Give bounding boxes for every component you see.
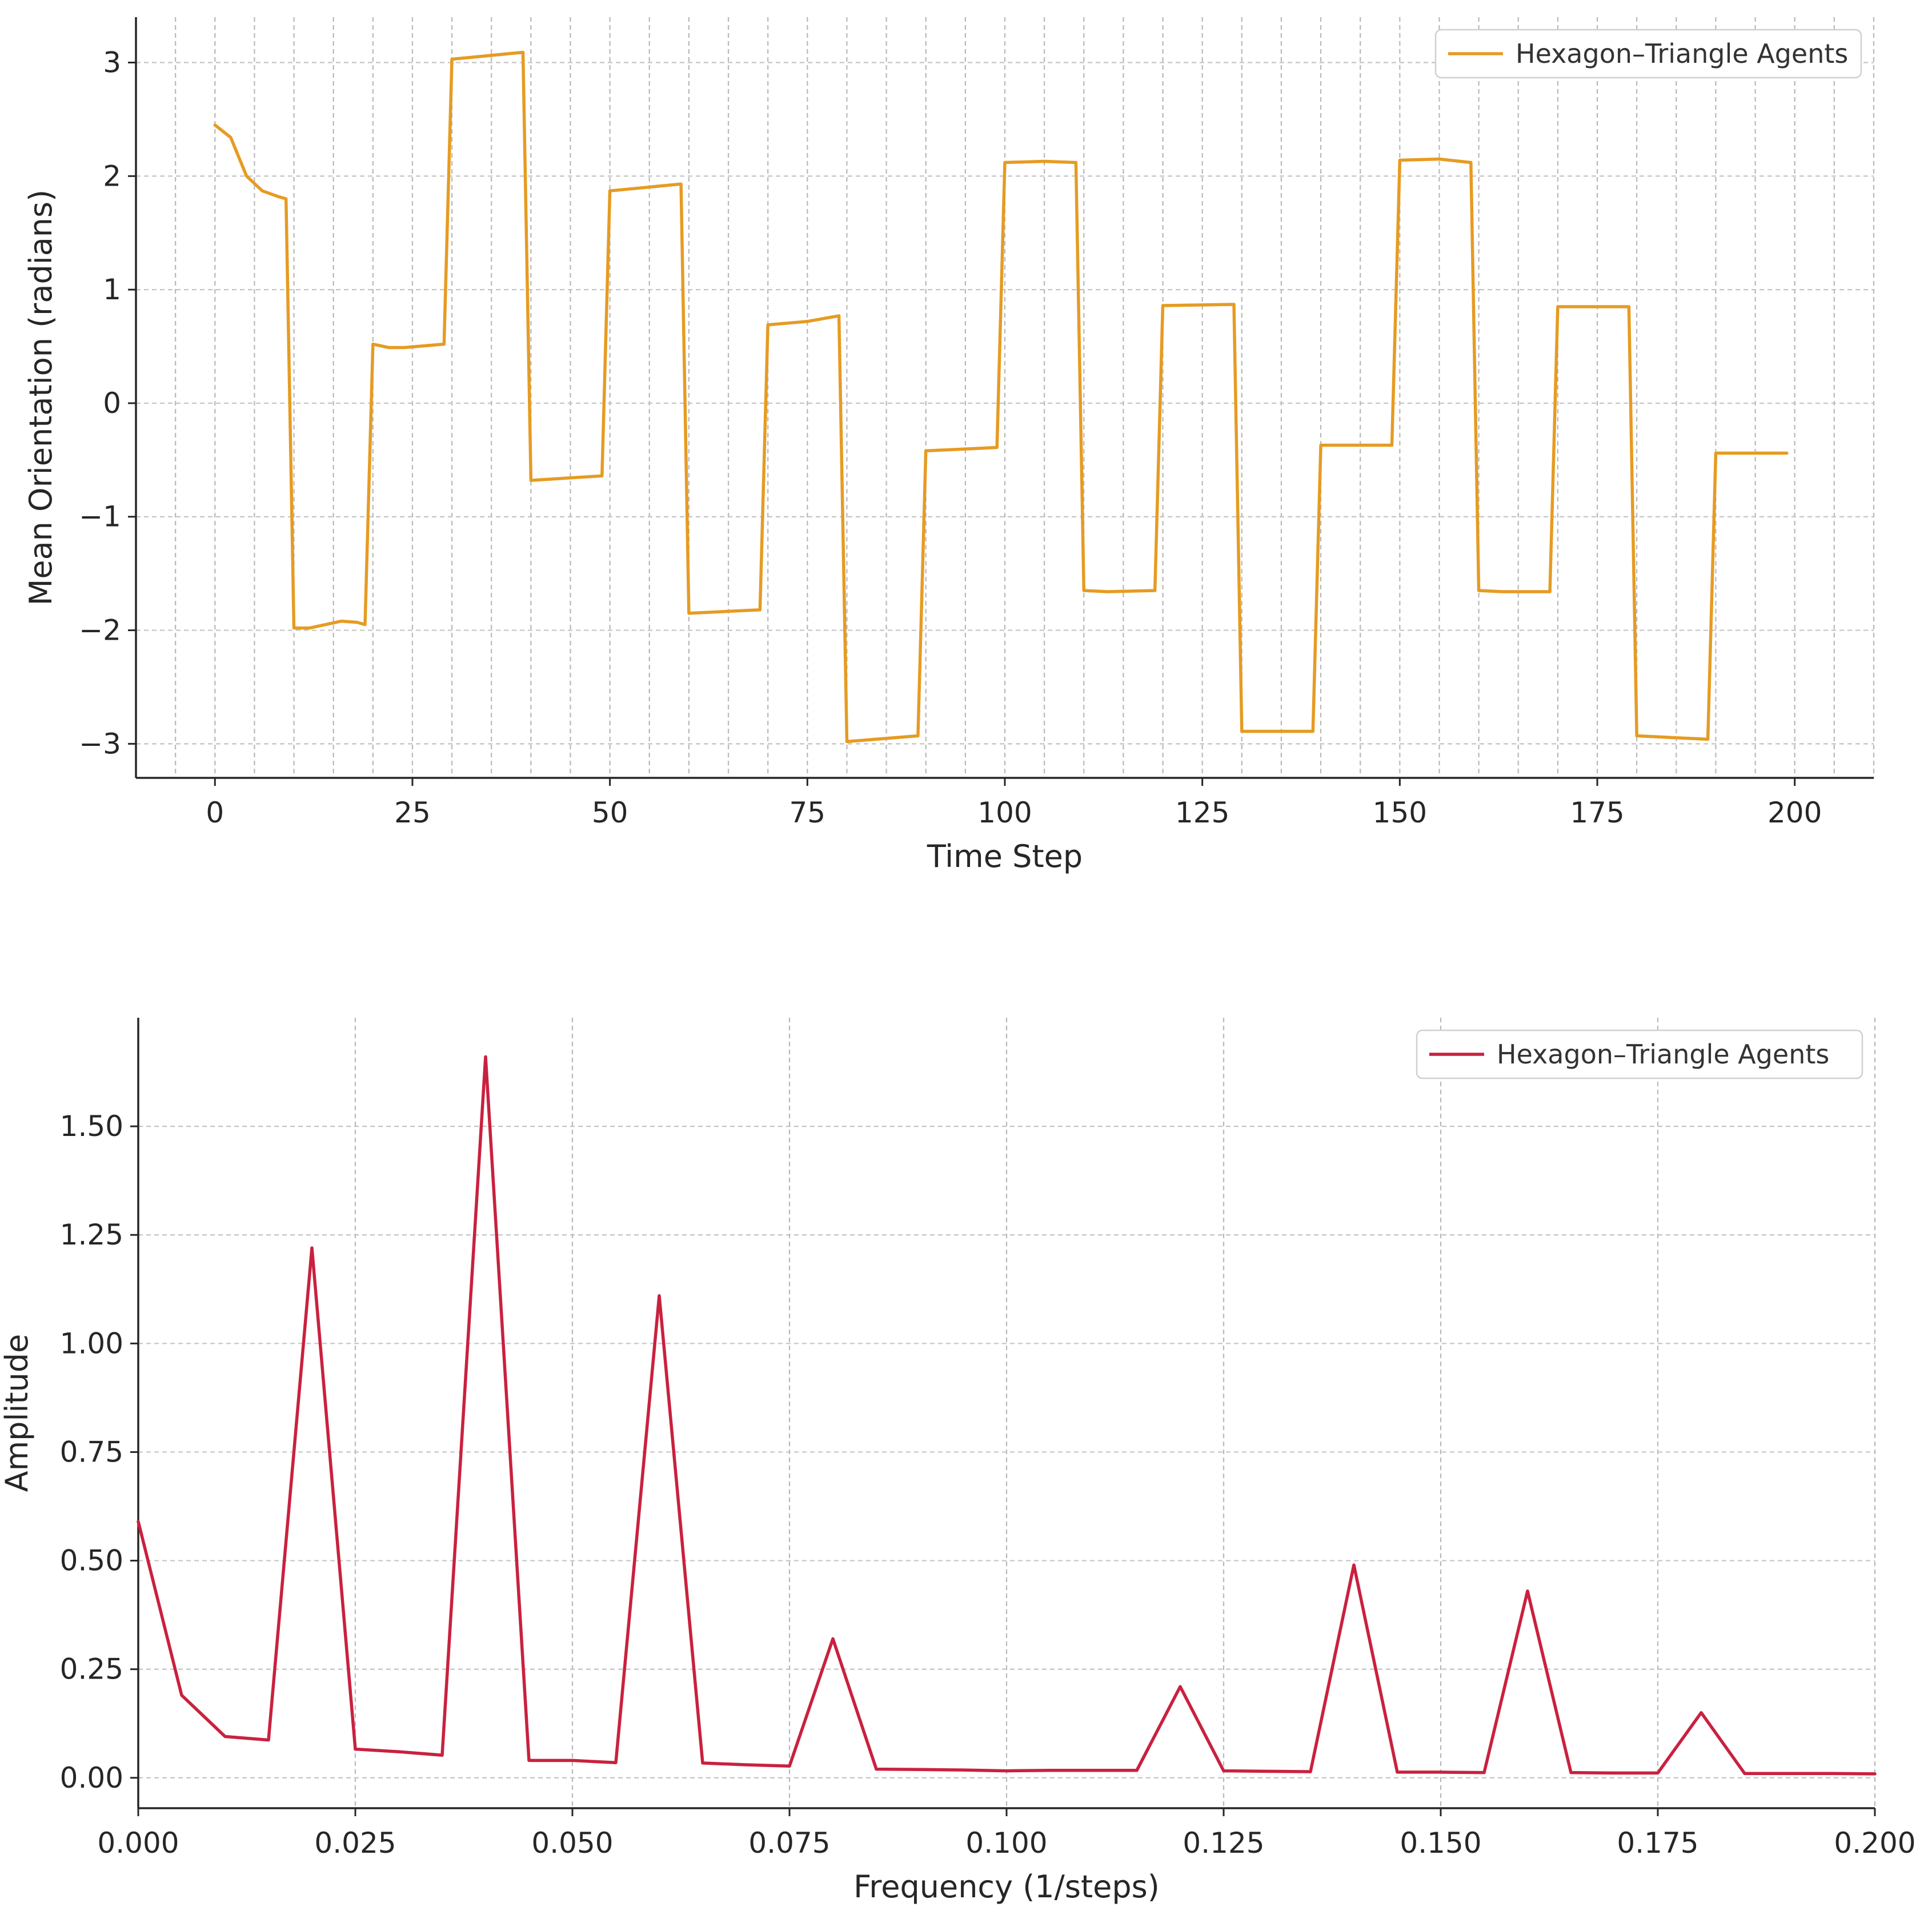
y-tick-label: 2 [103, 159, 121, 192]
series-line [137, 1055, 1877, 1776]
x-tick-label: 100 [977, 796, 1032, 829]
chart-2: 0.000 0.025 0.050 0.075 0.100 0.125 0.150 0.175… [0, 1018, 1916, 1905]
grid [138, 1018, 1876, 1808]
x-tick-label: 175 [1570, 796, 1624, 829]
y-axis-label: Amplitude [0, 1334, 35, 1492]
y-tick-label: −1 [79, 500, 121, 533]
legend-label: Hexagon–Triangle Agents [1516, 38, 1848, 69]
chart-1: 0 25 50 75 100 125 150 175 200 −3 −2 −1 0 1 2 3 Time Ste… [23, 17, 1875, 874]
x-tick-label: 75 [789, 796, 826, 829]
y-tick-label: 0.75 [60, 1435, 123, 1468]
x-tick-label: 0.050 [531, 1826, 613, 1860]
x-tick-label: 0.075 [748, 1826, 830, 1860]
x-tick-label: 125 [1175, 796, 1229, 829]
y-tick-label: 1.00 [60, 1327, 123, 1360]
legend: Hexagon–Triangle Agents [1416, 1029, 1863, 1079]
y-tick-label: 0 [103, 387, 121, 420]
legend-box [1434, 29, 1862, 79]
x-tick-label: 0.200 [1834, 1826, 1915, 1860]
x-tick-label: 0.175 [1617, 1826, 1698, 1860]
x-tick-label: 0.150 [1400, 1826, 1481, 1860]
x-tick-label: 0 [206, 796, 224, 829]
y-tick-label: −2 [79, 614, 121, 647]
x-tick-label: 200 [1767, 796, 1822, 829]
y-tick-label: 0.00 [60, 1761, 123, 1794]
y-axis-label: Mean Orientation (radians) [23, 190, 59, 605]
x-axis-label: Time Step [927, 838, 1083, 874]
y-tick-label: 0.25 [60, 1653, 123, 1686]
legend: Hexagon–Triangle Agents [1434, 29, 1862, 79]
y-tick-label: 1.50 [60, 1110, 123, 1143]
y-tick-label: 0.50 [60, 1544, 123, 1577]
x-tick-label: 0.025 [314, 1826, 396, 1860]
x-tick-label: 25 [394, 796, 431, 829]
series-line [213, 50, 1789, 744]
y-tick-label: 3 [103, 46, 121, 79]
x-tick-label: 0.100 [965, 1826, 1047, 1860]
legend-label: Hexagon–Triangle Agents [1497, 1039, 1829, 1070]
y-tick-label: −3 [79, 727, 121, 760]
y-tick-label: 1.25 [60, 1218, 123, 1251]
x-axis-label: Frequency (1/steps) [853, 1869, 1160, 1905]
legend-box [1416, 1029, 1863, 1079]
x-tick-label: 50 [592, 796, 628, 829]
x-tick-label: 0.000 [97, 1826, 179, 1860]
y-tick-label: 1 [103, 273, 121, 306]
x-tick-label: 150 [1373, 796, 1427, 829]
x-tick-label: 0.125 [1183, 1826, 1264, 1860]
grid [136, 17, 1875, 778]
